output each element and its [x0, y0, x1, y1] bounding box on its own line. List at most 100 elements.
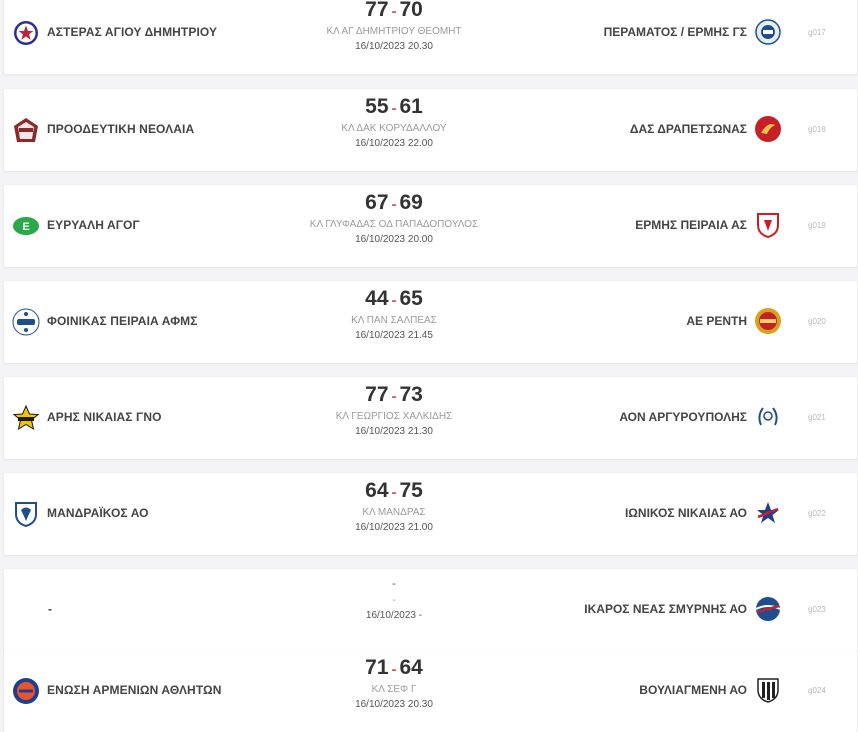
match-card[interactable]: E ΕΥΡΥΑΛΗ ΑΓΟΓ 67-69 ΚΛ ΓΛΥΦΑΔΑΣ ΟΔ ΠΑΠΑ… [4, 185, 857, 267]
match-code: g021 [808, 413, 826, 422]
evryali-crest-icon: E [12, 212, 40, 240]
home-score: 55 [365, 95, 389, 118]
home-score: 71 [365, 656, 389, 679]
match-datetime: 16/10/2023 20.00 [355, 234, 433, 245]
match-card[interactable]: ΑΣΤΕΡΑΣ ΑΓΙΟΥ ΔΗΜΗΤΡΙΟΥ 77-70 ΚΛ ΑΓ ΔΗΜΗ… [4, 0, 857, 74]
match-card[interactable]: ΑΡΗΣ ΝΙΚΑΙΑΣ ΓΝΟ 77-73 ΚΛ ΓΕΩΡΓΙΟΣ ΧΑΛΚΙ… [4, 377, 857, 459]
score[interactable]: 77-73 [294, 381, 494, 409]
home-score: 64 [365, 479, 389, 502]
score-separator: - [391, 196, 397, 213]
score[interactable]: 71-64 [294, 654, 494, 682]
match-code: g023 [808, 605, 826, 614]
venue: - [392, 595, 396, 606]
home-team-name[interactable]: ΕΝΩΣΗ ΑΡΜΕΝΙΩΝ ΑΘΛΗΤΩΝ [47, 683, 222, 697]
home-team-name[interactable]: ΑΡΗΣ ΝΙΚΑΙΑΣ ΓΝΟ [47, 410, 162, 424]
score-separator: - [391, 3, 397, 20]
away-team-name[interactable]: ΑΕ ΡΕΝΤΗ [686, 314, 747, 328]
ae-rentis-crest-icon [754, 307, 782, 335]
venue: ΚΛ ΜΑΝΔΡΑΣ [362, 507, 426, 518]
away-team-name[interactable]: ΑΟΝ ΑΡΓΥΡΟΥΠΟΛΗΣ [619, 410, 747, 424]
enosi-armenion-crest-icon [12, 677, 40, 705]
venue: ΚΛ ΓΕΩΡΓΙΟΣ ΧΑΛΚΙΔΗΣ [335, 411, 453, 422]
mandraikos-shield-icon [12, 500, 40, 528]
away-team-name[interactable]: ΔΑΣ ΔΡΑΠΕΤΣΩΝΑΣ [629, 122, 747, 136]
das-drapetsonas-crest-icon [754, 115, 782, 143]
score[interactable]: - [392, 578, 396, 590]
match-center: 55-61 ΚΛ ΔΑΚ ΚΟΡΥΔΑΛΛΟΥ 16/10/2023 22.00 [294, 89, 494, 151]
away-team-name[interactable]: ΒΟΥΛΙΑΓΜΕΝΗ ΑΟ [639, 683, 747, 697]
match-datetime: 16/10/2023 - [365, 610, 423, 621]
match-card[interactable]: - - - 16/10/2023 - ΙΚΑΡΟΣ ΝΕΑΣ ΣΜΥΡΝΗΣ Α… [4, 569, 857, 651]
match-card[interactable]: ΦΟΙΝΙΚΑΣ ΠΕΙΡΑΙΑ ΑΦΜΣ 44-65 ΚΛ ΠΑΝ ΣΑΛΠΕ… [4, 281, 857, 363]
match-datetime: 16/10/2023 20.30 [355, 699, 433, 710]
match-datetime: 16/10/2023 21.30 [355, 426, 433, 437]
away-team-name[interactable]: ΙΚΑΡΟΣ ΝΕΑΣ ΣΜΥΡΝΗΣ ΑΟ [584, 602, 747, 616]
foinikas-1949-crest-icon [12, 308, 40, 336]
score[interactable]: 77-70 [294, 0, 494, 24]
svg-text:E: E [22, 221, 29, 233]
match-center: 64-75 ΚΛ ΜΑΝΔΡΑΣ 16/10/2023 21.00 [294, 473, 494, 535]
home-team-name[interactable]: ΑΣΤΕΡΑΣ ΑΓΙΟΥ ΔΗΜΗΤΡΙΟΥ [47, 25, 218, 39]
match-datetime: 16/10/2023 22.00 [355, 138, 433, 149]
home-team-name[interactable]: ΕΥΡΥΑΛΗ ΑΓΟΓ [47, 218, 140, 232]
score[interactable]: 67-69 [294, 189, 494, 217]
venue: ΚΛ ΑΓ ΔΗΜΗΤΡΙΟΥ ΘΕΟΜΗΤ [326, 26, 462, 37]
match-code: g020 [808, 317, 826, 326]
match-code: g018 [808, 125, 826, 134]
aris-nikaias-star-crest-icon [12, 404, 40, 432]
home-score: 44 [365, 287, 389, 310]
home-team-name[interactable]: - [48, 602, 53, 616]
score[interactable]: 55-61 [294, 93, 494, 121]
ionikos-star-crest-icon [754, 499, 782, 527]
home-team-name[interactable]: ΦΟΙΝΙΚΑΣ ΠΕΙΡΑΙΑ ΑΦΜΣ [47, 314, 198, 328]
home-score: 77 [365, 383, 389, 406]
match-code: g022 [808, 509, 826, 518]
score[interactable]: 44-65 [294, 285, 494, 313]
match-card[interactable]: ΕΝΩΣΗ ΑΡΜΕΝΙΩΝ ΑΘΛΗΤΩΝ 71-64 ΚΛ ΣΕΦ Γ 16… [4, 650, 857, 732]
away-team-name[interactable]: ΠΕΡΑΜΑΤΟΣ / ΕΡΜΗΣ ΓΣ [603, 25, 747, 39]
ermis-peiraia-shield-icon [754, 211, 782, 239]
score-separator: - [391, 661, 397, 678]
away-score: 73 [399, 383, 423, 406]
away-score: 70 [399, 0, 423, 21]
match-center: 77-70 ΚΛ ΑΓ ΔΗΜΗΤΡΙΟΥ ΘΕΟΜΗΤ 16/10/2023 … [294, 0, 494, 54]
home-team-name[interactable]: ΠΡΟΟΔΕΥΤΙΚΗ ΝΕΟΛΑΙΑ [47, 122, 195, 136]
home-team-name[interactable]: ΜΑΝΔΡΑΪΚΟΣ ΑΟ [47, 506, 149, 520]
score[interactable]: 64-75 [294, 477, 494, 505]
score-separator: - [391, 484, 397, 501]
venue: ΚΛ ΣΕΦ Γ [371, 684, 417, 695]
match-center: - - 16/10/2023 - [294, 569, 494, 623]
venue: ΚΛ ΔΑΚ ΚΟΡΥΔΑΛΛΟΥ [341, 123, 447, 134]
ikaros-smyrnis-ball-icon [754, 595, 782, 623]
aon-argyroupolis-wreath-icon [754, 403, 782, 431]
away-score: 64 [399, 656, 423, 679]
score-separator: - [391, 388, 397, 405]
match-center: 71-64 ΚΛ ΣΕΦ Γ 16/10/2023 20.30 [294, 650, 494, 712]
match-code: g024 [808, 686, 826, 695]
match-datetime: 16/10/2023 21.45 [355, 330, 433, 341]
score-separator: - [391, 100, 397, 117]
asteras-star-crest-icon [12, 19, 40, 47]
score-separator: - [391, 292, 397, 309]
match-center: 77-73 ΚΛ ΓΕΩΡΓΙΟΣ ΧΑΛΚΙΔΗΣ 16/10/2023 21… [294, 377, 494, 439]
home-score: 67 [365, 191, 389, 214]
away-team-name[interactable]: ΙΩΝΙΚΟΣ ΝΙΚΑΙΑΣ ΑΟ [624, 506, 747, 520]
match-code: g017 [808, 28, 826, 37]
match-datetime: 16/10/2023 21.00 [355, 522, 433, 533]
away-team-name[interactable]: ΕΡΜΗΣ ΠΕΙΡΑΙΑ ΑΣ [635, 218, 747, 232]
match-code: g019 [808, 221, 826, 230]
away-score: 69 [399, 191, 423, 214]
match-card[interactable]: ΜΑΝΔΡΑΪΚΟΣ ΑΟ 64-75 ΚΛ ΜΑΝΔΡΑΣ 16/10/202… [4, 473, 857, 555]
away-score: 75 [399, 479, 423, 502]
match-datetime: 16/10/2023 20.30 [355, 41, 433, 52]
away-score: 65 [399, 287, 423, 310]
match-center: 44-65 ΚΛ ΠΑΝ ΣΑΛΠΕΑΣ 16/10/2023 21.45 [294, 281, 494, 343]
match-card[interactable]: ΠΡΟΟΔΕΥΤΙΚΗ ΝΕΟΛΑΙΑ 55-61 ΚΛ ΔΑΚ ΚΟΡΥΔΑΛ… [4, 89, 857, 171]
vouliagmeni-shield-icon [754, 676, 782, 704]
proodeftiki-crest-icon [12, 116, 40, 144]
venue: ΚΛ ΠΑΝ ΣΑΛΠΕΑΣ [351, 315, 437, 326]
venue: ΚΛ ΓΛΥΦΑΔΑΣ ΟΔ ΠΑΠΑΔΟΠΟΥΛΟΣ [309, 219, 479, 230]
peramatos-ermis-crest-icon [754, 18, 782, 46]
match-center: 67-69 ΚΛ ΓΛΥΦΑΔΑΣ ΟΔ ΠΑΠΑΔΟΠΟΥΛΟΣ 16/10/… [294, 185, 494, 247]
away-score: 61 [399, 95, 423, 118]
